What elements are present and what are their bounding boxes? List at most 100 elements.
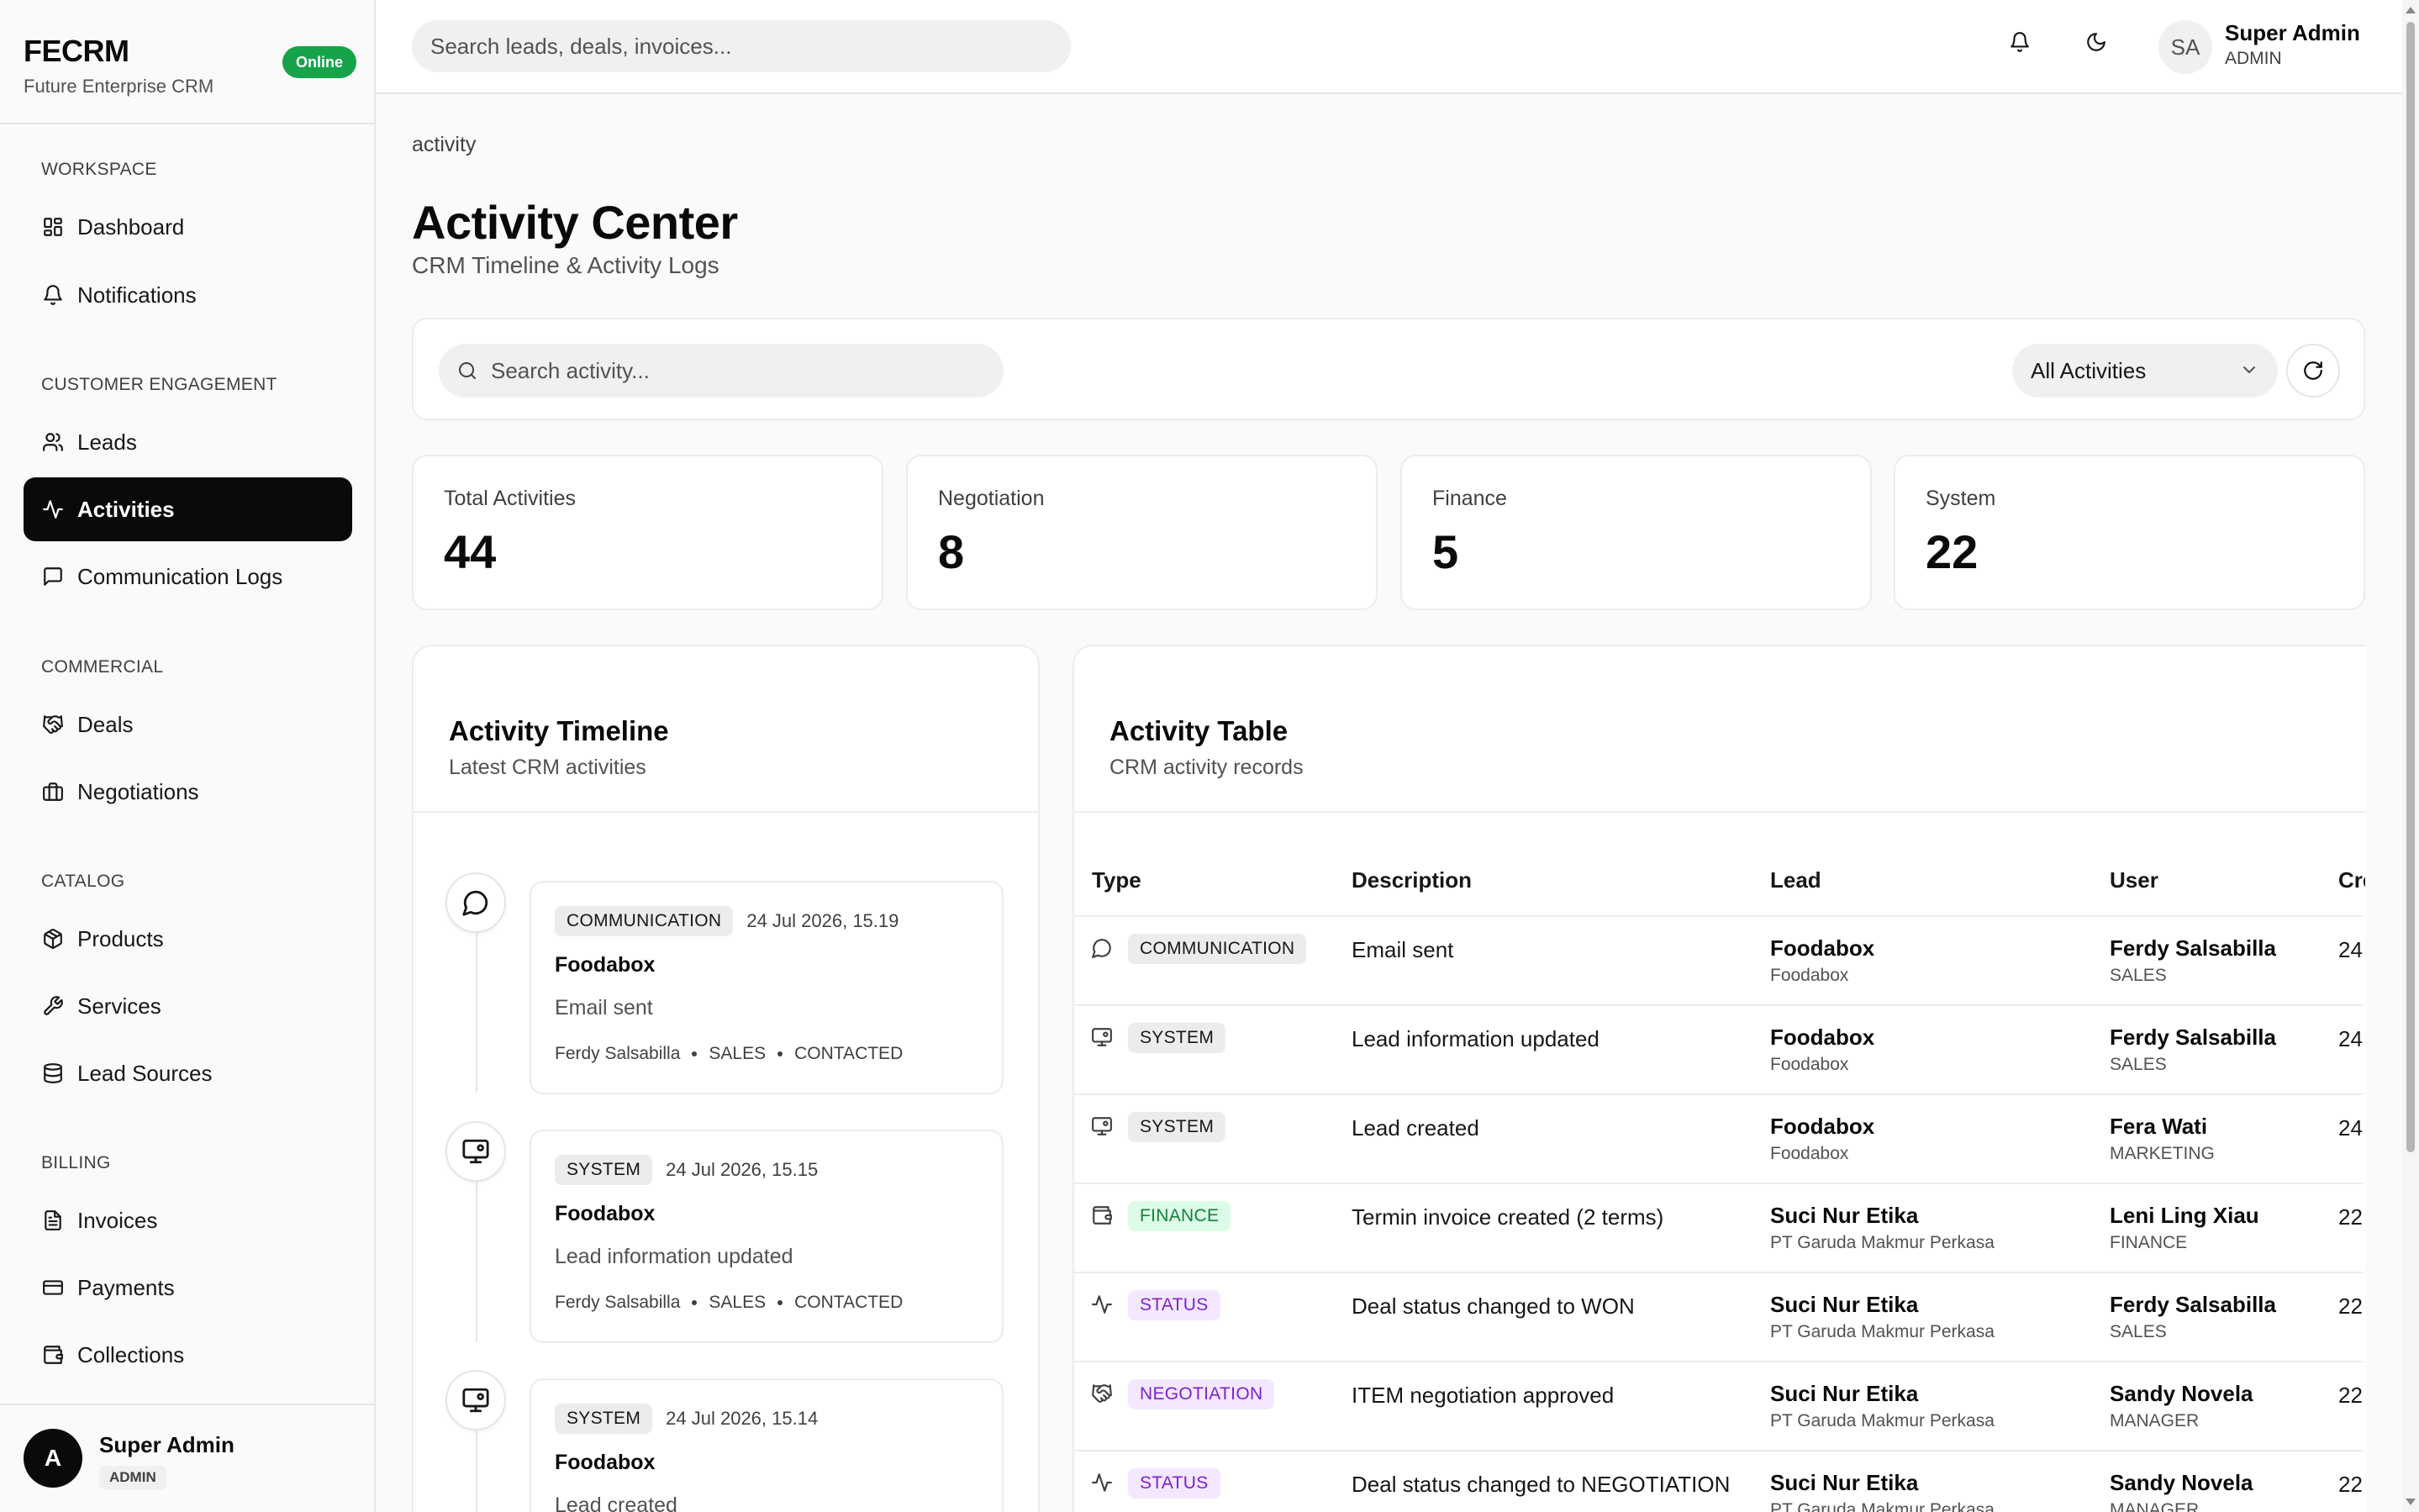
chevron-down-icon [2243,366,2255,373]
table-row[interactable]: SYSTEM Lead created Foodabox Foodabox Fe… [1074,1093,2364,1183]
message-square-icon [44,567,62,586]
column-header-lead[interactable]: Lead [1770,867,1821,893]
row-user: Ferdy Salsabilla [2110,1025,2276,1050]
column-header-created[interactable]: Cre [2338,867,2365,893]
type-badge: COMMUNICATION [555,906,734,936]
scroll-down-arrow[interactable] [2406,1499,2416,1505]
table-row[interactable]: NEGOTIATION ITEM negotiation approved Su… [1074,1361,2364,1450]
row-created: 22 [2338,1204,2363,1230]
activity-table-panel: Activity Table CRM activity records [1072,645,2365,1512]
table-row[interactable]: FINANCE Termin invoice created (2 terms)… [1074,1183,2364,1272]
timeline-connector [476,1182,477,1341]
theme-toggle-button[interactable] [2085,31,2107,53]
table-row[interactable]: STATUS Deal status changed to NEGOTIATIO… [1074,1450,2364,1512]
timeline-marker [445,1370,506,1430]
scroll-up-arrow[interactable] [2406,7,2416,13]
type-badge: SYSTEM [1128,1023,1226,1053]
type-badge: NEGOTIATION [1128,1379,1275,1409]
global-search-input[interactable] [412,20,1071,72]
table-title: Activity Table [1109,715,1289,746]
timeline-marker [445,1121,506,1182]
stat-label: System [1926,487,1996,510]
table-subtitle: CRM activity records [1109,756,1304,779]
refresh-button[interactable] [2286,344,2340,398]
row-description: Lead created [1352,1115,1479,1141]
breadcrumb: activity [412,133,477,156]
sidebar-item-dashboard[interactable]: Dashboard [24,195,352,259]
row-description: Termin invoice created (2 terms) [1352,1204,1664,1230]
row-user-role: MANAGER [2110,1500,2200,1512]
row-created: 24 [2338,937,2363,962]
column-header-description[interactable]: Description [1352,867,1473,893]
file-text-icon [45,1210,61,1230]
stat-value: 44 [444,525,497,578]
sidebar-item-invoices[interactable]: Invoices [24,1188,352,1252]
timeline-status: CONTACTED [794,1044,904,1063]
timeline-item[interactable]: SYSTEM 24 Jul 2026, 15.14 Foodabox Lead … [530,1378,1004,1512]
sidebar-item-products[interactable]: Products [24,907,352,971]
search-icon [459,362,476,379]
sidebar-item-activities[interactable]: Activities [24,477,352,541]
avatar[interactable]: SA [2158,20,2212,74]
meta-separator [692,1051,698,1056]
credit-card-icon [43,1280,63,1295]
meta-separator [777,1300,783,1305]
stat-value: 22 [1926,525,1979,578]
sidebar-user-footer[interactable]: A Super Admin ADMIN [0,1404,376,1512]
sidebar-item-negotiations[interactable]: Negotiations [24,760,352,824]
type-badge: SYSTEM [1128,1112,1226,1142]
activity-search-input[interactable] [491,357,978,384]
sidebar-item-deals[interactable]: Deals [24,693,352,756]
sidebar-item-label: Lead Sources [77,1060,213,1086]
page-scrollbar[interactable] [2402,0,2419,1512]
brand-header: FECRM Future Enterprise CRM Online [0,0,374,124]
row-lead-company: PT Garuda Makmur Perkasa [1770,1233,1995,1252]
timeline-meta: Ferdy Salsabilla SALES CONTACTED [555,1293,1002,1313]
row-user-role: FINANCE [2110,1233,2188,1252]
timeline-item[interactable]: COMMUNICATION 24 Jul 2026, 15.19 Foodabo… [530,881,1004,1094]
refresh-icon [2304,361,2322,380]
table-row[interactable]: STATUS Deal status changed to WON Suci N… [1074,1272,2364,1361]
monitor-icon [1092,1117,1112,1135]
type-badge: SYSTEM [555,1404,653,1434]
row-user-role: MARKETING [2110,1144,2215,1163]
stat-value: 5 [1432,525,1459,578]
row-created: 22 [2338,1383,2363,1408]
sidebar-item-leads[interactable]: Leads [24,410,352,474]
type-badge: COMMUNICATION [1128,934,1307,964]
online-status-badge: Online [282,46,357,78]
activity-search[interactable] [439,344,1004,398]
monitor-icon [462,1139,489,1164]
moon-icon [2087,33,2105,51]
timeline-connector [476,1430,477,1512]
timeline-title: Activity Timeline [449,715,669,746]
column-header-type[interactable]: Type [1092,867,1141,893]
row-lead: Foodabox [1770,935,1875,961]
sidebar-item-communication-logs[interactable]: Communication Logs [24,545,352,608]
row-lead: Suci Nur Etika [1770,1292,1919,1317]
grid-icon [44,218,62,236]
wallet-icon [1093,1206,1112,1225]
sidebar-item-payments[interactable]: Payments [24,1256,352,1320]
row-lead: Suci Nur Etika [1770,1203,1919,1228]
topbar-user-name[interactable]: Super Admin [2225,20,2360,45]
scrollbar-thumb[interactable] [2406,22,2415,1152]
activity-type-select[interactable]: All Activities [2012,344,2278,398]
sidebar-item-label: Services [77,993,161,1019]
sidebar-item-collections[interactable]: Collections [24,1323,352,1387]
stat-card-system: System 22 [1894,455,2365,610]
column-header-user[interactable]: User [2110,867,2158,893]
sidebar-item-notifications[interactable]: Notifications [24,263,352,327]
sidebar-item-services[interactable]: Services [24,974,352,1038]
notifications-button[interactable] [2009,31,2031,53]
timeline-description: Email sent [555,996,653,1019]
timeline-user: Ferdy Salsabilla [555,1044,681,1063]
row-created: 22 [2338,1293,2363,1319]
sidebar-item-lead-sources[interactable]: Lead Sources [24,1041,352,1105]
sidebar-user-role: ADMIN [99,1466,166,1489]
users-icon [43,433,63,451]
table-row[interactable]: COMMUNICATION Email sent Foodabox Foodab… [1074,915,2364,1004]
table-row[interactable]: SYSTEM Lead information updated Foodabox… [1074,1004,2364,1093]
timeline-item[interactable]: SYSTEM 24 Jul 2026, 15.15 Foodabox Lead … [530,1130,1004,1343]
sidebar-item-label: Dashboard [77,213,185,240]
